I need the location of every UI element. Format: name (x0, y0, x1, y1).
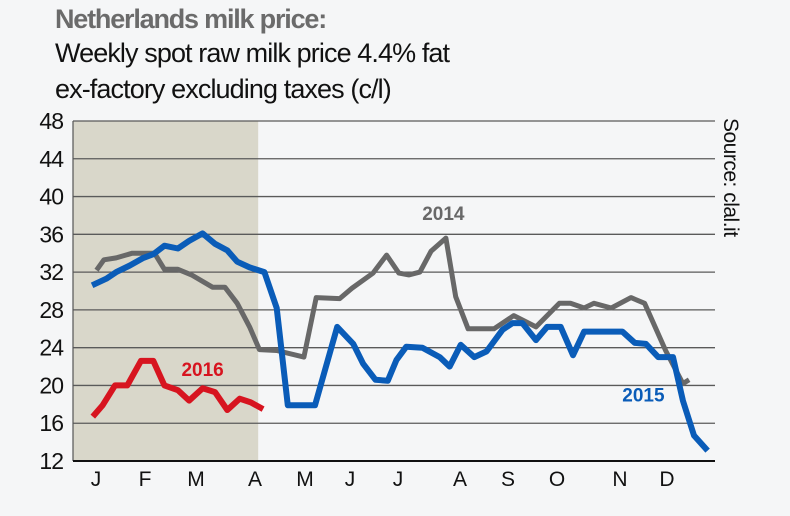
y-tick-label: 16 (39, 410, 63, 436)
x-tick-label: J (345, 468, 356, 491)
y-tick-label: 40 (39, 184, 63, 210)
x-tick-label: A (248, 468, 262, 491)
chart-title: Netherlands milk price: (55, 4, 327, 34)
x-tick-label: D (659, 468, 674, 491)
x-tick-label: J (91, 468, 102, 491)
source-note: Source: clal.it (719, 118, 742, 237)
series-label-2016: 2016 (181, 360, 223, 381)
x-tick-label: M (187, 468, 205, 491)
x-tick-label: N (612, 468, 627, 491)
chart-subtitle-line1: Weekly spot raw milk price 4.4% fat (55, 38, 450, 68)
y-tick-label: 44 (39, 146, 64, 172)
y-tick-label: 48 (39, 108, 63, 134)
x-tick-label: A (453, 468, 467, 491)
x-tick-label: S (501, 468, 515, 491)
chart-subtitle-line2: ex-factory excluding taxes (c/l) (55, 74, 392, 104)
series-label-2014: 2014 (422, 204, 465, 225)
series-line-2015 (90, 230, 710, 453)
x-tick-label: J (393, 468, 404, 491)
y-tick-label: 36 (39, 221, 63, 247)
y-tick-label: 28 (39, 297, 63, 323)
y-tick-label: 32 (39, 259, 63, 285)
x-tick-label: O (549, 468, 565, 491)
series-label-2015: 2015 (622, 386, 665, 407)
x-tick-label: F (139, 468, 152, 491)
y-tick-label: 24 (39, 335, 64, 361)
x-tick-label: M (296, 468, 314, 491)
y-tick-label: 20 (39, 372, 63, 398)
y-tick-label: 12 (39, 448, 63, 474)
